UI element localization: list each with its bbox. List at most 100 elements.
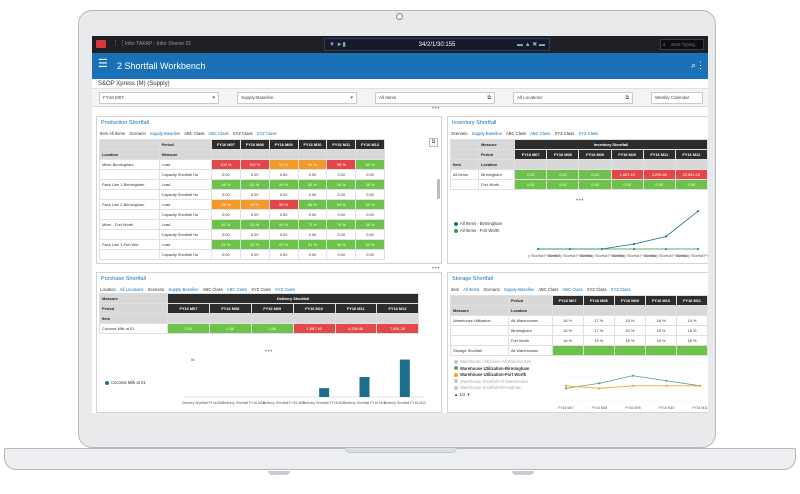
table-cell[interactable]: 0.00: [355, 229, 385, 240]
splitter-handle[interactable]: •••: [432, 266, 440, 272]
table-cell[interactable]: 15 %: [613, 315, 646, 326]
table-cell[interactable]: 16 %: [676, 325, 708, 336]
tab-location-value[interactable]: All Locations: [119, 287, 144, 292]
row-location[interactable]: Mixer-Birmingham: [99, 159, 160, 170]
tab-scenario-value[interactable]: Supply-Baseline: [168, 287, 199, 292]
tab-abc-value[interactable]: ABC Class: [562, 287, 583, 292]
table-cell[interactable]: 16 %: [613, 335, 646, 346]
table-cell[interactable]: 0.00: [239, 229, 270, 240]
calendar-select[interactable]: Weekly Calendar: [651, 92, 703, 104]
table-cell[interactable]: 1,667.16: [610, 169, 644, 180]
table-cell[interactable]: 16 %: [551, 315, 584, 326]
app-grid-icon[interactable]: ⋮⋮: [112, 40, 126, 47]
table-cell[interactable]: 0.00: [239, 209, 270, 220]
tab-abc[interactable]: ABC Class: [184, 131, 205, 136]
tab-xyz-value[interactable]: XYZ Class: [256, 131, 277, 136]
row-location[interactable]: [99, 189, 160, 200]
items-select[interactable]: All Items ⧉: [375, 92, 495, 104]
locations-select[interactable]: All Locations ⧉: [513, 92, 633, 104]
row-location[interactable]: All Warehouses: [507, 315, 553, 326]
table-cell[interactable]: 94 %: [297, 159, 328, 170]
table-cell[interactable]: 51 %: [355, 239, 385, 250]
legend-item[interactable]: Warehouse Shortfall-Birmingham: [454, 385, 531, 392]
table-cell[interactable]: 0.00: [208, 323, 252, 334]
tab-abc-value[interactable]: ABC Class: [208, 131, 229, 136]
table-cell[interactable]: 51 %: [297, 239, 328, 250]
export-icon[interactable]: ⧉: [429, 138, 438, 147]
legend-item[interactable]: All Items - Fort Worth: [454, 228, 502, 233]
table-cell[interactable]: 0.00: [326, 229, 357, 240]
row-location[interactable]: Pack Line 2-Birmingham: [99, 199, 160, 210]
session-controls-left[interactable]: ▼ ►▮: [329, 42, 346, 48]
table-cell[interactable]: 0.00: [610, 179, 644, 190]
table-cell[interactable]: 62 %: [239, 179, 270, 190]
table-cell[interactable]: 4,206.46: [334, 323, 378, 334]
table-cell[interactable]: 0.00: [642, 179, 676, 190]
pager-down-icon[interactable]: ▼: [466, 391, 471, 397]
table-cell[interactable]: 0.00: [514, 169, 548, 180]
row-location[interactable]: Mixer - Fort Worth: [99, 219, 160, 230]
tab-xyz[interactable]: XYZ Class: [554, 131, 575, 136]
tab-location[interactable]: Location: [100, 287, 116, 292]
row-location[interactable]: [99, 249, 160, 260]
row-location[interactable]: Fort Worth: [507, 335, 553, 346]
hamburger-menu-icon[interactable]: ☰: [98, 58, 108, 70]
table-cell[interactable]: 0.00: [250, 323, 294, 334]
table-cell[interactable]: 86 %: [297, 199, 328, 210]
row-item[interactable]: [450, 179, 479, 190]
legend-item[interactable]: Warehouse Utilization-Fort Worth: [454, 372, 531, 379]
tab-scenario[interactable]: Scenario: [129, 131, 146, 136]
tab-scenario[interactable]: Scenario: [147, 287, 165, 292]
table-cell[interactable]: 0.00: [268, 169, 299, 180]
table-cell[interactable]: 100 %: [210, 159, 241, 170]
tab-scenario-value[interactable]: Supply-Baseline: [150, 131, 181, 136]
table-cell[interactable]: [676, 345, 708, 356]
table-cell[interactable]: 95 %: [239, 199, 270, 210]
table-cell[interactable]: 0.00: [210, 229, 241, 240]
legend-pager[interactable]: ▲ 1/2 ▼: [454, 392, 531, 399]
tab-scenario[interactable]: Scenario: [451, 131, 468, 136]
tab-abc[interactable]: ABC Class: [505, 131, 527, 136]
table-cell[interactable]: 0.00: [268, 249, 299, 260]
more-options-icon[interactable]: ⋮: [696, 60, 705, 70]
scenario-select[interactable]: Supply-Baseline ▾: [237, 92, 357, 104]
splitter-handle[interactable]: •••: [265, 349, 273, 355]
table-cell[interactable]: 0.00: [239, 169, 270, 180]
row-location[interactable]: Birmingham: [477, 169, 516, 180]
table-cell[interactable]: 59 %: [268, 179, 299, 190]
table-cell[interactable]: 0.00: [210, 169, 241, 180]
row-location[interactable]: [99, 209, 160, 220]
table-cell[interactable]: 0.00: [297, 189, 328, 200]
table-cell[interactable]: 16 %: [644, 315, 678, 326]
table-cell[interactable]: 79 %: [326, 219, 357, 230]
table-cell[interactable]: [582, 345, 615, 356]
row-location[interactable]: Pack Line 1-Fort Wor: [99, 239, 160, 250]
table-cell[interactable]: 0.00: [326, 209, 357, 220]
table-cell[interactable]: 67 %: [268, 239, 299, 250]
row-location[interactable]: Fort Worth: [477, 179, 516, 190]
table-cell[interactable]: 18 %: [644, 325, 678, 336]
table-cell[interactable]: 20 %: [613, 325, 646, 336]
global-search-input[interactable]: ⌕ Start Typing: [660, 39, 704, 50]
table-cell[interactable]: 15 %: [582, 335, 615, 346]
table-cell[interactable]: 16 %: [676, 335, 708, 346]
table-cell[interactable]: 0.00: [674, 179, 708, 190]
production-scrollbar[interactable]: [437, 179, 440, 199]
tab-xyz-value[interactable]: XYZ Class: [275, 287, 295, 292]
table-cell[interactable]: 0.00: [297, 249, 328, 260]
tab-abc[interactable]: ABC Class: [538, 287, 559, 292]
legend-item[interactable]: Warehouse Shortfall-All Warehouses: [454, 379, 531, 386]
table-cell[interactable]: 0.00: [326, 189, 357, 200]
table-cell[interactable]: 0.00: [268, 229, 299, 240]
table-cell[interactable]: 0.00: [297, 169, 328, 180]
tab-scenario-value[interactable]: Supply-Baseline: [471, 131, 502, 136]
table-cell[interactable]: 61 %: [210, 239, 241, 250]
table-cell[interactable]: 94 %: [268, 159, 299, 170]
table-cell[interactable]: 0.00: [326, 169, 357, 180]
row-location[interactable]: Birmingham: [507, 325, 553, 336]
table-cell[interactable]: 46 %: [210, 179, 241, 190]
table-cell[interactable]: 15 %: [551, 325, 584, 336]
table-cell[interactable]: 36 %: [355, 219, 385, 230]
table-cell[interactable]: 71 %: [297, 219, 328, 230]
table-cell[interactable]: 66 %: [268, 219, 299, 230]
